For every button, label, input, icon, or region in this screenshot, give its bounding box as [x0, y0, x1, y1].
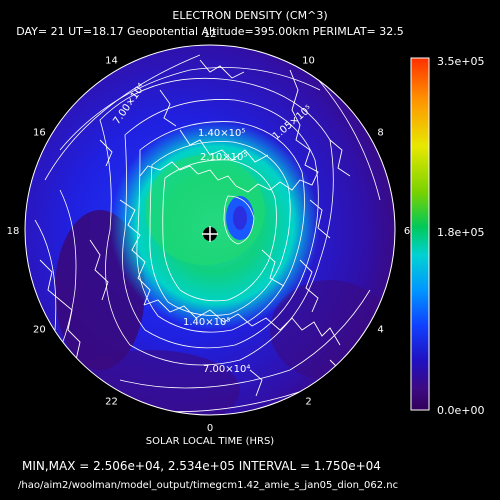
local-time-label-12: 12	[204, 29, 217, 40]
file-path: /hao/aim2/woolman/model_output/timegcm1.…	[18, 480, 399, 491]
disc-border	[24, 44, 396, 416]
local-time-label-14: 14	[105, 55, 118, 66]
x-axis-label: SOLAR LOCAL TIME (HRS)	[145, 436, 275, 447]
colorbar-tick-max: 3.5e+05	[437, 55, 484, 68]
chart-title: ELECTRON DENSITY (CM^3)	[172, 9, 328, 22]
local-time-label-0: 0	[207, 423, 213, 434]
local-time-label-8: 8	[377, 128, 383, 139]
contour-label-6: 7.00×10⁴	[203, 364, 250, 375]
density-field	[25, 45, 395, 415]
local-time-label-10: 10	[302, 55, 315, 66]
local-time-label-2: 2	[305, 397, 311, 408]
pole-marker	[202, 226, 218, 242]
colorbar	[410, 57, 430, 411]
contour-label-2: 1.40×10⁵	[198, 128, 245, 139]
local-time-label-6: 6	[404, 226, 410, 237]
colorbar-tick-mid: 1.8e+05	[437, 226, 484, 239]
local-time-label-4: 4	[377, 325, 383, 336]
contour-label-3: 2.10×10⁵	[200, 152, 247, 163]
local-time-label-18: 18	[7, 226, 20, 237]
colorbar-tick-min: 0.0e+00	[437, 404, 484, 417]
contour-label-5: 1.40×10⁵	[183, 317, 230, 328]
local-time-label-20: 20	[33, 325, 46, 336]
chart-subtitle: DAY= 21 UT=18.17 Geopotential Altitude=3…	[16, 25, 404, 38]
stats-line: MIN,MAX = 2.506e+04, 2.534e+05 INTERVAL …	[22, 459, 381, 473]
coastlines	[39, 59, 353, 397]
local-time-label-16: 16	[33, 128, 46, 139]
local-time-label-22: 22	[105, 397, 118, 408]
